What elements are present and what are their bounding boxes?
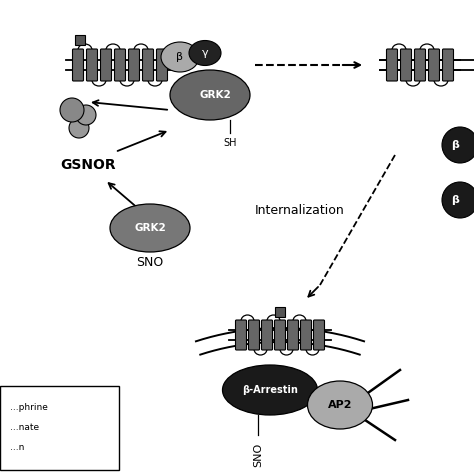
FancyBboxPatch shape bbox=[301, 320, 311, 350]
FancyBboxPatch shape bbox=[236, 320, 246, 350]
Text: γ: γ bbox=[202, 48, 208, 58]
FancyBboxPatch shape bbox=[288, 320, 299, 350]
Text: β: β bbox=[176, 52, 183, 62]
Text: β-Arrestin: β-Arrestin bbox=[242, 385, 298, 395]
FancyBboxPatch shape bbox=[262, 320, 273, 350]
Text: ...phrine: ...phrine bbox=[10, 403, 48, 412]
FancyBboxPatch shape bbox=[156, 49, 167, 81]
Ellipse shape bbox=[161, 42, 199, 72]
Text: β: β bbox=[451, 195, 459, 205]
FancyBboxPatch shape bbox=[274, 320, 285, 350]
FancyBboxPatch shape bbox=[86, 49, 98, 81]
FancyBboxPatch shape bbox=[128, 49, 139, 81]
FancyBboxPatch shape bbox=[115, 49, 126, 81]
FancyBboxPatch shape bbox=[313, 320, 325, 350]
Text: GSNOR: GSNOR bbox=[60, 158, 116, 172]
Ellipse shape bbox=[170, 70, 250, 120]
Text: ...nate: ...nate bbox=[10, 423, 39, 432]
Text: AP2: AP2 bbox=[328, 400, 352, 410]
Text: GRK2: GRK2 bbox=[134, 223, 166, 233]
Ellipse shape bbox=[110, 204, 190, 252]
Text: ...n: ...n bbox=[10, 444, 24, 453]
Ellipse shape bbox=[222, 365, 318, 415]
FancyBboxPatch shape bbox=[401, 49, 411, 81]
Text: β: β bbox=[451, 140, 459, 150]
Circle shape bbox=[442, 127, 474, 163]
Ellipse shape bbox=[308, 381, 373, 429]
Ellipse shape bbox=[189, 40, 221, 65]
Circle shape bbox=[442, 182, 474, 218]
Text: SH: SH bbox=[223, 138, 237, 148]
FancyBboxPatch shape bbox=[73, 49, 83, 81]
Text: SNO: SNO bbox=[137, 256, 164, 270]
FancyBboxPatch shape bbox=[414, 49, 426, 81]
FancyBboxPatch shape bbox=[443, 49, 454, 81]
Text: Internalization: Internalization bbox=[255, 203, 345, 217]
Circle shape bbox=[60, 98, 84, 122]
Text: GRK2: GRK2 bbox=[199, 90, 231, 100]
FancyBboxPatch shape bbox=[100, 49, 111, 81]
FancyBboxPatch shape bbox=[143, 49, 154, 81]
FancyBboxPatch shape bbox=[428, 49, 439, 81]
FancyBboxPatch shape bbox=[386, 49, 398, 81]
Circle shape bbox=[76, 105, 96, 125]
FancyBboxPatch shape bbox=[248, 320, 259, 350]
FancyBboxPatch shape bbox=[0, 386, 119, 470]
Text: SNO: SNO bbox=[253, 443, 263, 467]
Circle shape bbox=[69, 118, 89, 138]
